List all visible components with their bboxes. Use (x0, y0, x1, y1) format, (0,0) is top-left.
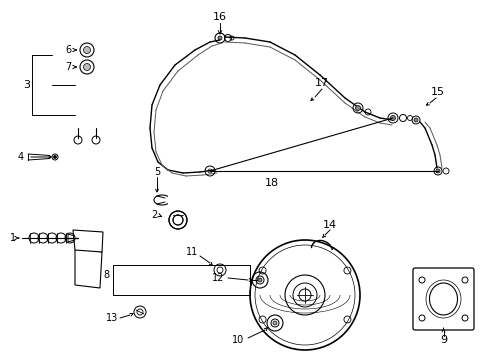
Text: 5: 5 (154, 167, 160, 177)
Circle shape (435, 169, 439, 173)
Circle shape (218, 36, 222, 40)
Circle shape (83, 63, 90, 71)
Text: 12: 12 (211, 273, 224, 283)
Text: 10: 10 (231, 335, 244, 345)
Circle shape (413, 118, 417, 122)
Text: 1: 1 (10, 233, 16, 243)
Polygon shape (68, 234, 78, 242)
Circle shape (258, 278, 262, 282)
Circle shape (83, 46, 90, 54)
Text: 11: 11 (185, 247, 198, 257)
Circle shape (298, 289, 310, 301)
Circle shape (217, 267, 223, 273)
Text: 16: 16 (213, 12, 226, 22)
Circle shape (80, 60, 94, 74)
Circle shape (355, 105, 360, 111)
Text: 6: 6 (65, 45, 71, 55)
Text: 8: 8 (103, 270, 110, 280)
Text: 3: 3 (23, 80, 30, 90)
Polygon shape (28, 154, 50, 160)
Text: 2: 2 (150, 210, 157, 220)
Circle shape (390, 116, 395, 121)
Text: 18: 18 (264, 178, 279, 188)
Text: 9: 9 (439, 335, 446, 345)
Polygon shape (75, 248, 102, 288)
FancyBboxPatch shape (412, 268, 473, 330)
Circle shape (272, 321, 276, 325)
Text: 7: 7 (64, 62, 71, 72)
Text: 15: 15 (430, 87, 444, 97)
Text: 4: 4 (18, 152, 24, 162)
Text: 17: 17 (314, 78, 328, 88)
Text: 13: 13 (106, 313, 118, 323)
Circle shape (80, 43, 94, 57)
Circle shape (53, 156, 57, 158)
Polygon shape (73, 230, 103, 252)
Text: 14: 14 (322, 220, 336, 230)
